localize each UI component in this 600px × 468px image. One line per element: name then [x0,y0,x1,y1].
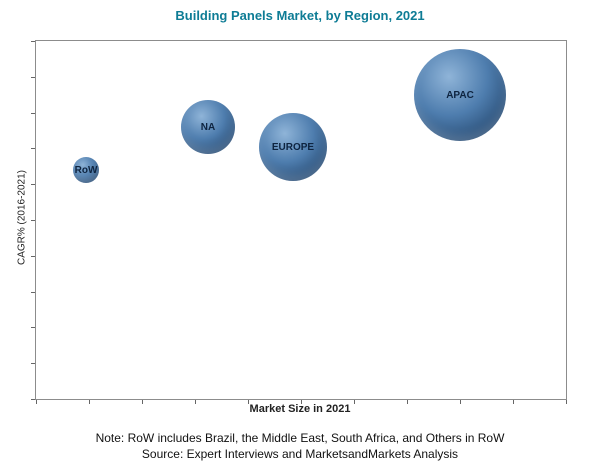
x-axis-tick [407,400,408,404]
x-axis-tick [301,400,302,404]
chart-title: Building Panels Market, by Region, 2021 [175,8,425,23]
y-axis-tick [31,220,35,221]
x-axis-tick [354,400,355,404]
y-axis-tick [31,363,35,364]
y-axis-tick [31,148,35,149]
y-axis-tick [31,327,35,328]
x-axis-tick [513,400,514,404]
bubble-apac: APAC [414,49,506,141]
source-text: Source: Expert Interviews and Marketsand… [141,447,459,461]
x-axis-tick [248,400,249,404]
y-axis-tick [31,41,35,42]
y-axis-tick [31,113,35,114]
y-axis-tick [31,399,35,400]
bubble-label: APAC [446,89,474,101]
y-axis-tick [31,292,35,293]
bubble-label: NA [200,121,216,133]
x-axis-tick [566,400,567,404]
bubble-europe: EUROPE [259,113,327,181]
x-axis-label: Market Size in 2021 [249,403,351,415]
y-axis-tick [31,184,35,185]
y-axis-tick [31,256,35,257]
x-axis-tick [89,400,90,404]
y-axis-tick [31,77,35,78]
x-axis-tick [36,400,37,404]
bubble-na: NA [181,100,235,154]
x-axis-tick [195,400,196,404]
bubble-label: RoW [74,164,98,176]
x-axis-tick [142,400,143,404]
bubble-label: EUROPE [271,141,315,153]
footnote-text: Note: RoW includes Brazil, the Middle Ea… [95,431,505,445]
plot-area: RoW NA EUROPE APAC [31,40,567,404]
y-axis-label: CAGR% (2016-2021) [16,169,28,266]
bubble-row: RoW [73,157,99,183]
x-axis-tick [460,400,461,404]
